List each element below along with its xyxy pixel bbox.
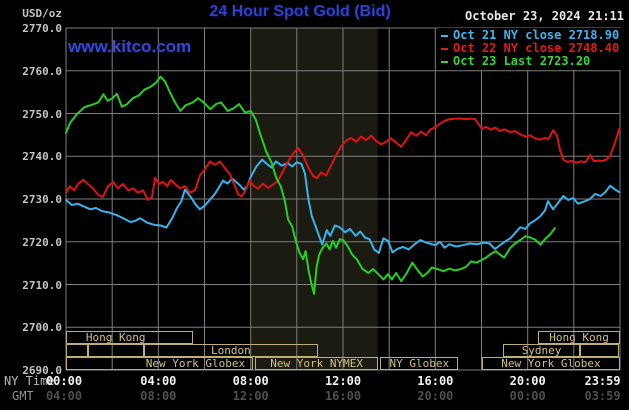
session-box-ny-globex bbox=[379, 357, 459, 370]
session-label: New York NYMEX bbox=[270, 357, 364, 370]
x-tick-gmt: 03:59 bbox=[584, 389, 621, 403]
session-label: London bbox=[211, 344, 251, 357]
x-tick-gmt: 08:00 bbox=[140, 389, 177, 403]
session-box bbox=[66, 344, 88, 357]
legend-label: Oct 23 Last 2723.20 bbox=[453, 54, 591, 68]
session-box bbox=[87, 344, 144, 357]
y-axis-label: 2720.0 bbox=[22, 235, 62, 249]
x-tick-ny: 12:00 bbox=[324, 374, 362, 388]
session-box-hong-kong bbox=[538, 331, 620, 344]
session-label: Hong Kong bbox=[549, 331, 609, 344]
legend-item: Oct 22 NY close 2748.40 bbox=[441, 42, 625, 55]
y-axis-label: 2700.0 bbox=[22, 321, 62, 335]
y-axis-label: 2730.0 bbox=[22, 193, 62, 206]
page-title: 24 Hour Spot Gold (Bid) bbox=[209, 3, 391, 20]
x-tick-ny: 04:00 bbox=[140, 374, 177, 388]
y-axis-label: 2740.0 bbox=[22, 150, 62, 164]
y-axis-label: 2750.0 bbox=[22, 107, 62, 121]
legend-label: Oct 21 NY close 2718.90 bbox=[453, 28, 620, 42]
x-tick-gmt: 00:00 bbox=[509, 389, 546, 403]
legend-item: Oct 21 NY close 2718.90 bbox=[441, 29, 625, 42]
y-axis-label: 2760.0 bbox=[22, 64, 62, 78]
y-axis-label: 2770.0 bbox=[22, 22, 62, 35]
session-label: New York Globex bbox=[501, 357, 601, 370]
session-label: Sydney bbox=[521, 344, 562, 357]
ny-time-axis-caption: NY Time bbox=[4, 374, 55, 388]
session-box-new-york-nymex bbox=[255, 357, 378, 370]
y-axis-label: 2690.0 bbox=[22, 364, 62, 377]
legend-dash-icon bbox=[441, 47, 448, 50]
legend-label: Oct 22 NY close 2748.40 bbox=[453, 41, 620, 55]
session-box-london bbox=[144, 344, 318, 357]
session-label: New York Globex bbox=[145, 357, 246, 370]
x-tick-gmt: 16:00 bbox=[324, 389, 362, 403]
legend-dash-icon bbox=[441, 60, 448, 63]
legend: Oct 21 NY close 2718.90 Oct 22 NY close 2… bbox=[438, 28, 625, 70]
x-tick-gmt: 04:00 bbox=[45, 389, 83, 403]
gmt-axis-caption: GMT bbox=[12, 389, 34, 403]
x-tick-ny: 08:00 bbox=[232, 374, 269, 388]
x-tick-ny: 23:59 bbox=[584, 374, 621, 388]
session-box-new-york-globex bbox=[481, 357, 620, 370]
session-box bbox=[580, 344, 619, 357]
session-label: NY Globex bbox=[389, 357, 450, 370]
session-box-sydney bbox=[503, 344, 581, 357]
x-tick-ny: 20:00 bbox=[509, 374, 546, 388]
x-tick-gmt: 20:00 bbox=[417, 389, 454, 403]
datetime-label: October 23, 2024 21:11 bbox=[465, 9, 624, 23]
y-axis-units-label: USD/oz bbox=[22, 7, 62, 20]
series-line-0 bbox=[65, 158, 621, 254]
x-tick-ny: 16:00 bbox=[417, 374, 454, 388]
x-tick-gmt: 12:00 bbox=[232, 389, 269, 403]
y-axis-label: 2710.0 bbox=[22, 278, 62, 292]
x-tick-ny: 00:00 bbox=[45, 374, 83, 388]
legend-item: Oct 23 Last 2723.20 bbox=[441, 55, 625, 68]
series-line-2 bbox=[65, 75, 556, 295]
kitco-watermark-link[interactable]: www.kitco.com bbox=[68, 37, 192, 56]
session-box-hong-kong bbox=[66, 331, 193, 344]
session-label: Hong Kong bbox=[85, 331, 146, 344]
session-box-new-york-globex bbox=[66, 357, 253, 370]
series-line-1 bbox=[65, 117, 621, 201]
legend-dash-icon bbox=[441, 34, 448, 37]
